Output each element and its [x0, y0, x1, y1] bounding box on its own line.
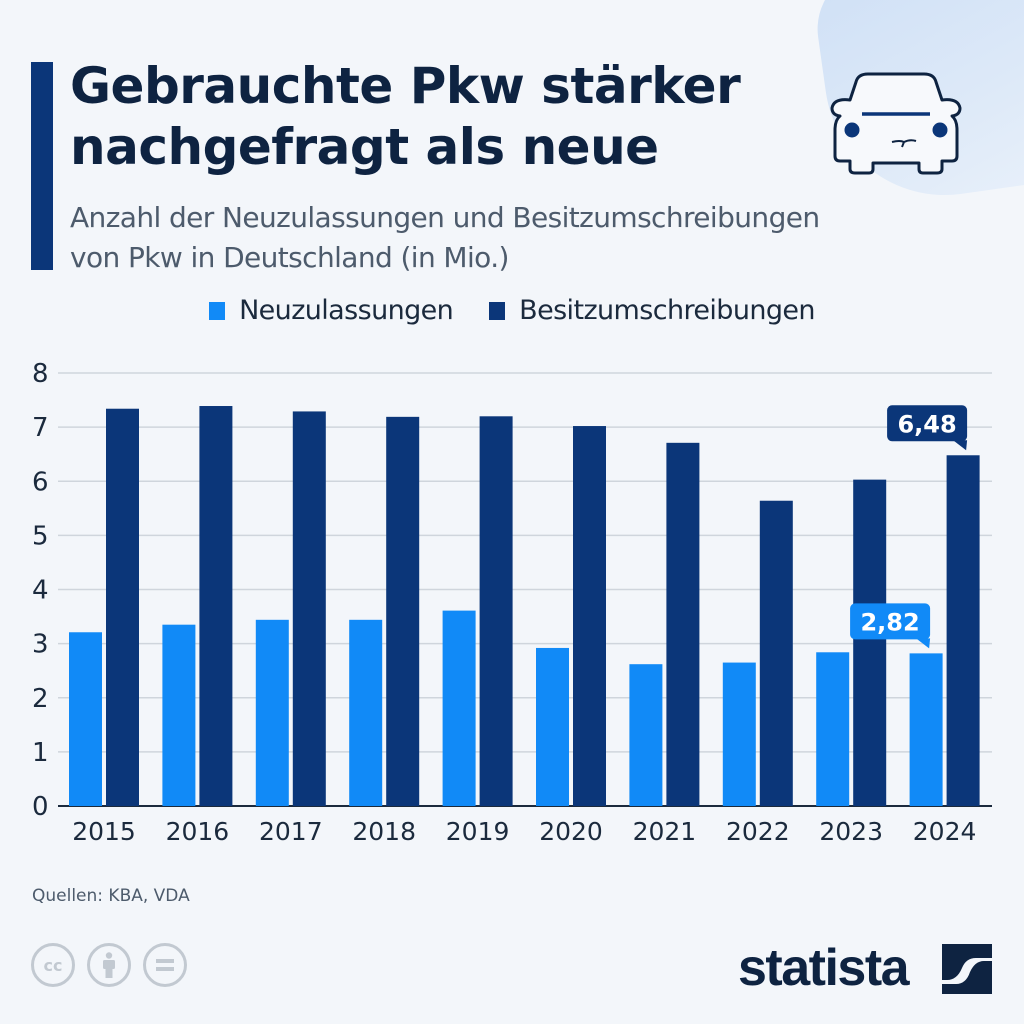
callout-tail [916, 638, 931, 649]
y-tick-label: 0 [32, 792, 49, 822]
statista-wordmark[interactable]: statista [738, 939, 910, 997]
x-tick-label: 2019 [446, 817, 510, 846]
y-tick-label: 1 [32, 738, 49, 768]
x-tick-label: 2015 [72, 817, 136, 846]
attribution-icon[interactable] [87, 943, 131, 987]
callout-layer: 2,82 6,48 [850, 405, 968, 649]
y-tick-label: 7 [32, 413, 49, 443]
chart-subtitle: Anzahl der Neuzulassungen und Besitzumsc… [70, 198, 970, 278]
subtitle-line-2: von Pkw in Deutschland (in Mio.) [70, 241, 509, 274]
statista-logo-icon[interactable] [942, 944, 992, 994]
cc-icon[interactable]: cc [31, 943, 75, 987]
equals-glyph [156, 959, 174, 971]
x-tick-label: 2024 [913, 817, 977, 846]
callout-besitzumschreibungen: 6,48 [887, 405, 968, 451]
y-tick-label: 3 [32, 630, 49, 660]
bars-layer [69, 406, 980, 806]
legend-item-besitzumschreibungen: Besitzumschreibungen [489, 295, 816, 326]
legend-item-neuzulassungen: Neuzulassungen [209, 295, 454, 326]
bar-neuzulassungen-2015[interactable] [69, 632, 102, 806]
bar-besitzumschreibungen-2016[interactable] [199, 406, 233, 806]
x-tick-label: 2022 [726, 817, 790, 846]
legend-swatch-neuzulassungen [209, 301, 226, 320]
legend: Neuzulassungen Besitzumschreibungen [0, 295, 1024, 326]
car-icon [830, 72, 962, 175]
callout-value: 6,48 [897, 410, 956, 438]
bar-besitzumschreibungen-2022[interactable] [759, 500, 793, 806]
y-tick-label: 6 [32, 467, 49, 497]
callout-box [887, 405, 968, 442]
bar-besitzumschreibungen-2019[interactable] [479, 416, 513, 806]
callout-neuzulassungen: 2,82 [850, 603, 931, 649]
callout-tail [953, 440, 968, 451]
legend-label-besitzumschreibungen: Besitzumschreibungen [519, 295, 815, 326]
y-tick-label: 4 [32, 576, 49, 606]
x-tick-label: 2016 [166, 817, 230, 846]
bar-neuzulassungen-2023[interactable] [816, 652, 850, 806]
y-tick-label: 2 [32, 684, 49, 714]
subtitle-line-1: Anzahl der Neuzulassungen und Besitzumsc… [70, 201, 820, 234]
title-line-2: nachgefragt als neue [70, 118, 659, 176]
callout-box [850, 603, 931, 640]
bar-besitzumschreibungen-2023[interactable] [853, 479, 887, 806]
legend-label-neuzulassungen: Neuzulassungen [239, 295, 454, 326]
legend-swatch-besitzumschreibungen [489, 301, 506, 320]
callout-value: 2,82 [860, 608, 919, 636]
bar-neuzulassungen-2019[interactable] [442, 610, 476, 806]
bar-neuzulassungen-2022[interactable] [722, 662, 756, 806]
bar-besitzumschreibungen-2015[interactable] [106, 408, 139, 806]
bar-besitzumschreibungen-2021[interactable] [666, 442, 700, 806]
x-tick-label: 2017 [259, 817, 323, 846]
license-icons: cc [31, 943, 187, 987]
grid-layer [58, 372, 992, 807]
source-note: Quellen: KBA, VDA [32, 886, 190, 906]
bar-neuzulassungen-2016[interactable] [162, 624, 196, 806]
bar-neuzulassungen-2024[interactable] [909, 653, 943, 806]
x-tick-label: 2020 [539, 817, 603, 846]
bar-besitzumschreibungen-2017[interactable] [292, 411, 326, 806]
bar-neuzulassungen-2021[interactable] [629, 664, 663, 806]
bar-neuzulassungen-2017[interactable] [255, 619, 289, 806]
no-derivatives-icon[interactable] [143, 943, 187, 987]
x-tick-label: 2018 [352, 817, 416, 846]
bar-besitzumschreibungen-2024[interactable] [946, 455, 980, 806]
x-tick-label: 2021 [633, 817, 697, 846]
bar-besitzumschreibungen-2020[interactable] [573, 426, 606, 806]
x-tick-label: 2023 [819, 817, 883, 846]
bar-neuzulassungen-2020[interactable] [536, 647, 569, 806]
person-glyph [103, 952, 115, 978]
y-tick-label: 8 [32, 359, 49, 389]
y-tick-label: 5 [32, 521, 49, 551]
bar-besitzumschreibungen-2018[interactable] [386, 416, 420, 806]
title-accent-bar [31, 62, 53, 270]
bar-neuzulassungen-2018[interactable] [349, 619, 383, 806]
labels-layer: 0 1 2 3 4 5 6 7 8 2015 2016 2017 2018 2019 2020 2021 202… [32, 359, 976, 846]
chart-title: Gebrauchte Pkw stärker nachgefragt als n… [70, 56, 830, 178]
title-line-1: Gebrauchte Pkw stärker [70, 57, 741, 115]
